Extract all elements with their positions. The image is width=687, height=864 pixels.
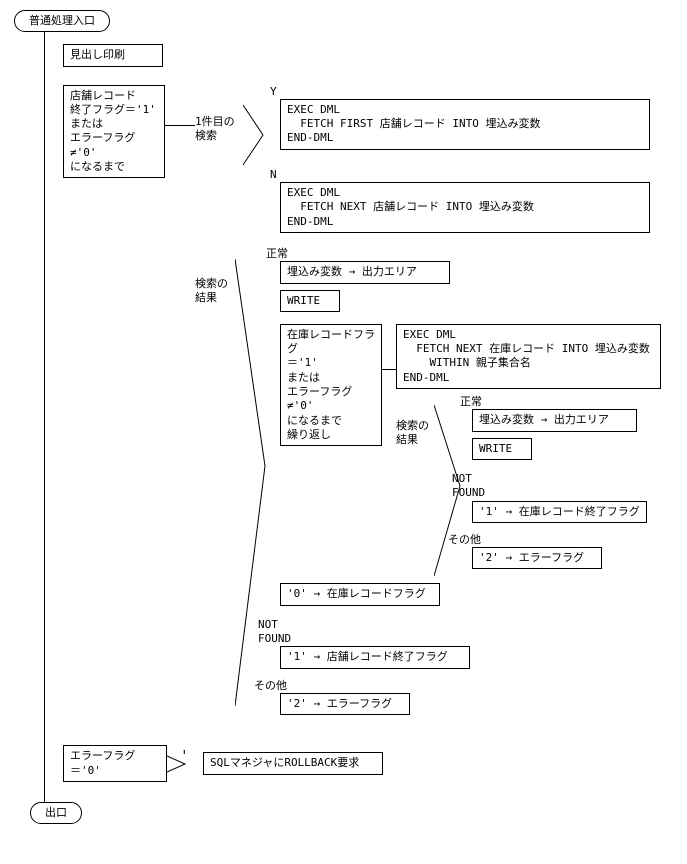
- fetch-first-box: EXEC DML FETCH FIRST 店舗レコード INTO 埋込み変数 E…: [280, 99, 650, 150]
- nf-label-1: NOT FOUND: [258, 618, 677, 647]
- entry-terminal: 普通処理入口: [14, 10, 110, 32]
- loop1-cond-box: 店舗レコード 終了フラグ＝'1' または エラーフラグ≠'0' になるまで: [63, 85, 165, 179]
- set-shop-end-box: '1' → 店舗レコード終了フラグ: [280, 646, 470, 668]
- firstsearch-label: 1件目の 検索: [195, 95, 250, 144]
- fetch-next-shop-box: EXEC DML FETCH NEXT 店舗レコード INTO 埋込み変数 EN…: [280, 182, 650, 233]
- set-err2-box: '2' → エラーフラグ: [472, 547, 602, 569]
- exit-terminal: 出口: [30, 802, 82, 824]
- n-label: N: [270, 168, 650, 182]
- rollback-box: SQLマネジャにROLLBACK要求: [203, 752, 383, 774]
- loop2-cond-box: 在庫レコードフラグ ＝'1' または エラーフラグ≠'0' になるまで 繰り返し: [280, 324, 382, 446]
- other-label-1: その他: [254, 679, 677, 693]
- header-print-box: 見出し印刷: [63, 44, 163, 66]
- err-chk-box: エラーフラグ＝'0': [63, 745, 167, 782]
- embed-to-out-box: 埋込み変数 → 出力エリア: [280, 261, 450, 283]
- ok-label-1: 正常: [266, 247, 677, 261]
- ok-label-2: 正常: [460, 395, 647, 409]
- y-label-2: Y: [181, 750, 188, 757]
- y-label: Y: [270, 85, 650, 99]
- set-err-box: '2' → エラーフラグ: [280, 693, 410, 715]
- set-stock-end-box: '1' → 在庫レコード終了フラグ: [472, 501, 647, 523]
- fetch-next-stock-box: EXEC DML FETCH NEXT 在庫レコード INTO 埋込み変数 WI…: [396, 324, 661, 389]
- reset-stock-flag-box: '0' → 在庫レコードフラグ: [280, 583, 440, 605]
- embed-to-out2-box: 埋込み変数 → 出力エリア: [472, 409, 637, 431]
